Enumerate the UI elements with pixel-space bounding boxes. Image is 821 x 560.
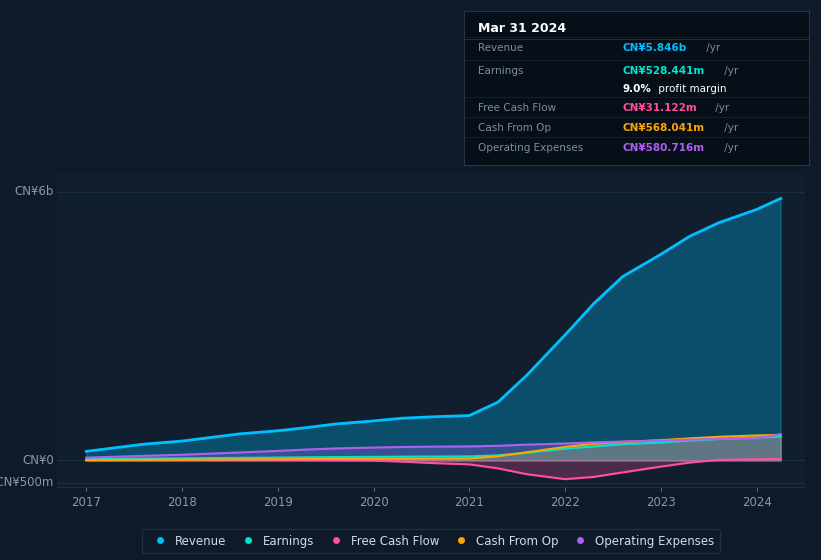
- Text: Revenue: Revenue: [478, 43, 523, 53]
- Text: CN¥568.041m: CN¥568.041m: [622, 123, 704, 133]
- Text: profit margin: profit margin: [655, 85, 727, 95]
- Text: /yr: /yr: [721, 143, 738, 153]
- Text: /yr: /yr: [721, 123, 738, 133]
- Text: Mar 31 2024: Mar 31 2024: [478, 22, 566, 35]
- Text: CN¥6b: CN¥6b: [14, 185, 53, 198]
- Text: Earnings: Earnings: [478, 66, 523, 76]
- Text: CN¥5.846b: CN¥5.846b: [622, 43, 686, 53]
- Text: Free Cash Flow: Free Cash Flow: [478, 103, 556, 113]
- Text: CN¥528.441m: CN¥528.441m: [622, 66, 704, 76]
- Text: Operating Expenses: Operating Expenses: [478, 143, 583, 153]
- Text: /yr: /yr: [721, 66, 738, 76]
- Text: Cash From Op: Cash From Op: [478, 123, 551, 133]
- Legend: Revenue, Earnings, Free Cash Flow, Cash From Op, Operating Expenses: Revenue, Earnings, Free Cash Flow, Cash …: [142, 529, 720, 553]
- Text: CN¥31.122m: CN¥31.122m: [622, 103, 697, 113]
- Text: /yr: /yr: [703, 43, 720, 53]
- Text: CN¥0: CN¥0: [22, 454, 53, 467]
- Text: CN¥580.716m: CN¥580.716m: [622, 143, 704, 153]
- Text: -CN¥500m: -CN¥500m: [0, 476, 53, 489]
- Text: 9.0%: 9.0%: [622, 85, 651, 95]
- Text: /yr: /yr: [712, 103, 729, 113]
